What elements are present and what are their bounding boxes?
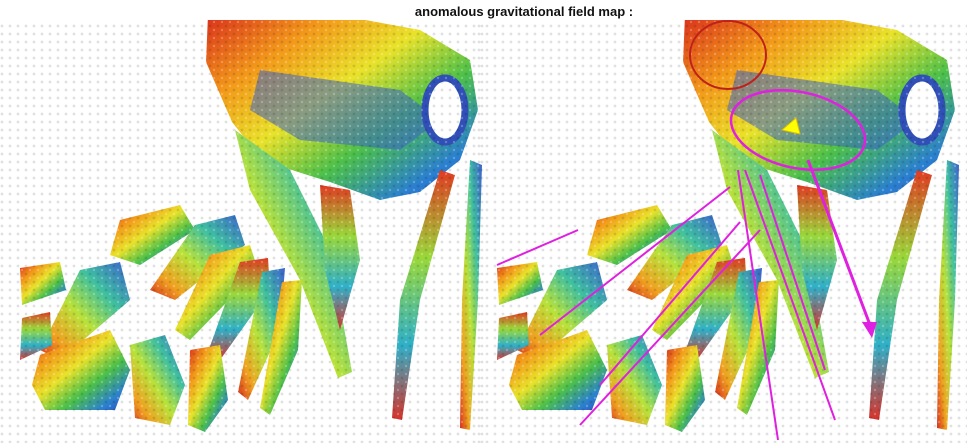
map-image — [477, 0, 967, 443]
lines — [496, 159, 872, 441]
right-map — [477, 0, 967, 443]
left-map — [0, 0, 490, 443]
map-image — [0, 0, 490, 443]
red-circle — [689, 20, 767, 90]
magenta-ellipse — [729, 88, 867, 172]
arrowhead — [862, 322, 877, 338]
title-bg — [380, 2, 670, 22]
annotations — [496, 20, 877, 441]
title: anomalous gravitational field map : — [415, 4, 633, 19]
yellow-marker — [780, 117, 801, 135]
